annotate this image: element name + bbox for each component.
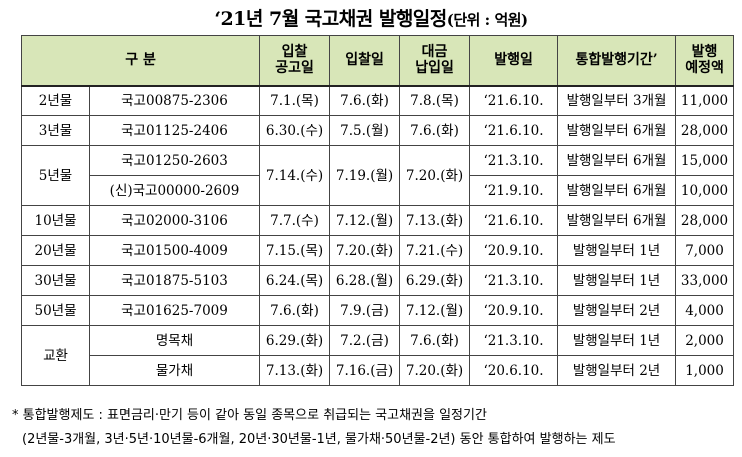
notice-date-cell: 7.6.(화) bbox=[259, 295, 331, 326]
page-title: ‘21년 7월 국고채권 발행일정(단위 : 억원) bbox=[0, 4, 742, 31]
footnote-line-1: * 통합발행제도 : 표면금리·만기 등이 같아 동일 종목으로 취급되는 국고… bbox=[12, 408, 487, 423]
bond-code-cell: 국고01125-2406 bbox=[88, 115, 261, 146]
header-category: 구 분 bbox=[20, 35, 261, 86]
header-auction-date: 입찰일 bbox=[329, 35, 401, 86]
notice-date-cell: 7.14.(수) bbox=[259, 145, 331, 206]
bond-code-cell: 국고02000-3106 bbox=[88, 205, 261, 236]
bond-code-cell: 물가채 bbox=[88, 355, 261, 386]
auction-date-cell: 7.6.(화) bbox=[329, 85, 401, 116]
payment-date-cell: 7.8.(목) bbox=[399, 85, 471, 116]
header-consolidation-period: 통합발행기간’ bbox=[557, 35, 677, 86]
notice-date-cell: 7.7.(수) bbox=[259, 205, 331, 236]
payment-date-cell: 7.21.(수) bbox=[399, 235, 471, 266]
table-row: 교환 명목채 6.29.(화) 7.2.(금) 7.6.(화) ‘21.3.10… bbox=[21, 325, 735, 386]
bond-code-cell: 국고01875-5103 bbox=[88, 265, 261, 296]
amount-cell: 10,000 bbox=[675, 175, 735, 206]
issue-date-cell: ‘20.9.10. bbox=[469, 295, 559, 326]
period-cell: 발행일부터 1년 bbox=[557, 235, 677, 266]
maturity-cell: 10년물 bbox=[21, 205, 90, 236]
maturity-cell: 5년물 bbox=[21, 145, 90, 206]
title-unit: (단위 : 억원) bbox=[446, 11, 528, 29]
table-row: 20년물 국고01500-4009 7.15.(목) 7.20.(화) 7.21… bbox=[21, 235, 735, 266]
period-cell: 발행일부터 6개월 bbox=[557, 115, 677, 146]
notice-date-cell: 6.30.(수) bbox=[259, 115, 331, 146]
notice-date-cell: 7.13.(화) bbox=[259, 355, 331, 386]
maturity-cell: 20년물 bbox=[21, 235, 90, 266]
auction-date-cell: 7.2.(금) bbox=[329, 325, 401, 356]
bond-code-cell: 국고01500-4009 bbox=[88, 235, 261, 266]
issue-date-cell: ‘21.6.10. bbox=[469, 115, 559, 146]
bond-code-cell: 국고01250-2603 bbox=[88, 145, 261, 176]
issue-date-cell: ‘21.3.10. bbox=[469, 265, 559, 296]
amount-cell: 15,000 bbox=[675, 145, 735, 176]
header-notice-date: 입찰 공고일 bbox=[259, 35, 331, 86]
table-row: 물가채 7.13.(화) 7.16.(금) 7.20.(화) ‘20.6.10.… bbox=[22, 355, 735, 386]
table-row: (신)국고00000-2609 ‘21.9.10. 발행일부터 6개월 10,0… bbox=[22, 175, 735, 206]
payment-date-cell: 7.6.(화) bbox=[399, 325, 471, 356]
table-row: 2년물 국고00875-2306 7.1.(목) 7.6.(화) 7.8.(목)… bbox=[21, 85, 735, 116]
period-cell: 발행일부터 6개월 bbox=[557, 205, 677, 236]
issue-date-cell: ‘21.6.10. bbox=[469, 205, 559, 236]
auction-date-cell: 7.16.(금) bbox=[329, 355, 401, 386]
footnote-line-2: (2년물-3개월, 3년·5년·10년물-6개월, 20년·30년물-1년, 물… bbox=[22, 432, 616, 447]
bond-code-cell: 명목채 bbox=[88, 325, 261, 356]
table-row: 10년물 국고02000-3106 7.7.(수) 7.12.(월) 7.13.… bbox=[21, 205, 735, 236]
issue-date-cell: ‘21.3.10. bbox=[469, 145, 559, 176]
table-row: 3년물 국고01125-2406 6.30.(수) 7.5.(월) 7.6.(화… bbox=[21, 115, 735, 146]
period-cell: 발행일부터 2년 bbox=[557, 295, 677, 326]
period-cell: 발행일부터 6개월 bbox=[557, 145, 677, 176]
period-cell: 발행일부터 1년 bbox=[557, 265, 677, 296]
maturity-cell: 교환 bbox=[21, 325, 90, 386]
bond-code-cell: 국고01625-7009 bbox=[88, 295, 261, 326]
amount-cell: 28,000 bbox=[675, 205, 735, 236]
issue-date-cell: ‘20.6.10. bbox=[469, 355, 559, 386]
auction-date-cell: 6.28.(월) bbox=[329, 265, 401, 296]
payment-date-cell: 7.6.(화) bbox=[399, 115, 471, 146]
notice-date-cell: 7.15.(목) bbox=[259, 235, 331, 266]
payment-date-cell: 7.20.(화) bbox=[399, 355, 471, 386]
table-row: 50년물 국고01625-7009 7.6.(화) 7.9.(금) 7.12.(… bbox=[21, 295, 735, 326]
issue-date-cell: ‘20.9.10. bbox=[469, 235, 559, 266]
auction-date-cell: 7.19.(월) bbox=[329, 145, 401, 206]
payment-date-cell: 7.13.(화) bbox=[399, 205, 471, 236]
issue-date-cell: ‘21.3.10. bbox=[469, 325, 559, 356]
amount-cell: 11,000 bbox=[675, 85, 735, 116]
amount-cell: 33,000 bbox=[675, 265, 735, 296]
period-cell: 발행일부터 3개월 bbox=[557, 85, 677, 116]
auction-date-cell: 7.5.(월) bbox=[329, 115, 401, 146]
issuance-schedule-table: 구 분 입찰 공고일 입찰일 대금 납입일 발행일 통합발행기간’ 발행 예정액 2년… bbox=[20, 35, 735, 386]
issue-date-cell: ‘21.9.10. bbox=[469, 175, 559, 206]
table-header-row: 구 분 입찰 공고일 입찰일 대금 납입일 발행일 통합발행기간’ 발행 예정액 bbox=[20, 35, 735, 86]
maturity-cell: 3년물 bbox=[21, 115, 90, 146]
auction-date-cell: 7.12.(월) bbox=[329, 205, 401, 236]
payment-date-cell: 7.20.(화) bbox=[399, 145, 471, 206]
title-main: ‘21년 7월 국고채권 발행일정 bbox=[214, 8, 447, 30]
period-cell: 발행일부터 6개월 bbox=[557, 175, 677, 206]
header-planned-amount: 발행 예정액 bbox=[675, 35, 735, 86]
bond-code-cell: 국고00875-2306 bbox=[88, 85, 261, 116]
auction-date-cell: 7.9.(금) bbox=[329, 295, 401, 326]
amount-cell: 1,000 bbox=[675, 355, 735, 386]
maturity-cell: 50년물 bbox=[21, 295, 90, 326]
bond-code-cell: (신)국고00000-2609 bbox=[88, 175, 261, 206]
amount-cell: 2,000 bbox=[675, 325, 735, 356]
payment-date-cell: 7.12.(월) bbox=[399, 295, 471, 326]
amount-cell: 7,000 bbox=[675, 235, 735, 266]
maturity-cell: 2년물 bbox=[21, 85, 90, 116]
table-row: 30년물 국고01875-5103 6.24.(목) 6.28.(월) 6.29… bbox=[21, 265, 735, 296]
amount-cell: 4,000 bbox=[675, 295, 735, 326]
header-payment-date: 대금 납입일 bbox=[399, 35, 471, 86]
notice-date-cell: 6.29.(화) bbox=[259, 325, 331, 356]
maturity-cell: 30년물 bbox=[21, 265, 90, 296]
table-row: 5년물 국고01250-2603 7.14.(수) 7.19.(월) 7.20.… bbox=[21, 145, 735, 206]
notice-date-cell: 7.1.(목) bbox=[259, 85, 331, 116]
auction-date-cell: 7.20.(화) bbox=[329, 235, 401, 266]
period-cell: 발행일부터 2년 bbox=[557, 355, 677, 386]
payment-date-cell: 6.29.(화) bbox=[399, 265, 471, 296]
period-cell: 발행일부터 1년 bbox=[557, 325, 677, 356]
header-issue-date: 발행일 bbox=[469, 35, 559, 86]
amount-cell: 28,000 bbox=[675, 115, 735, 146]
notice-date-cell: 6.24.(목) bbox=[259, 265, 331, 296]
issue-date-cell: ‘21.6.10. bbox=[469, 85, 559, 116]
